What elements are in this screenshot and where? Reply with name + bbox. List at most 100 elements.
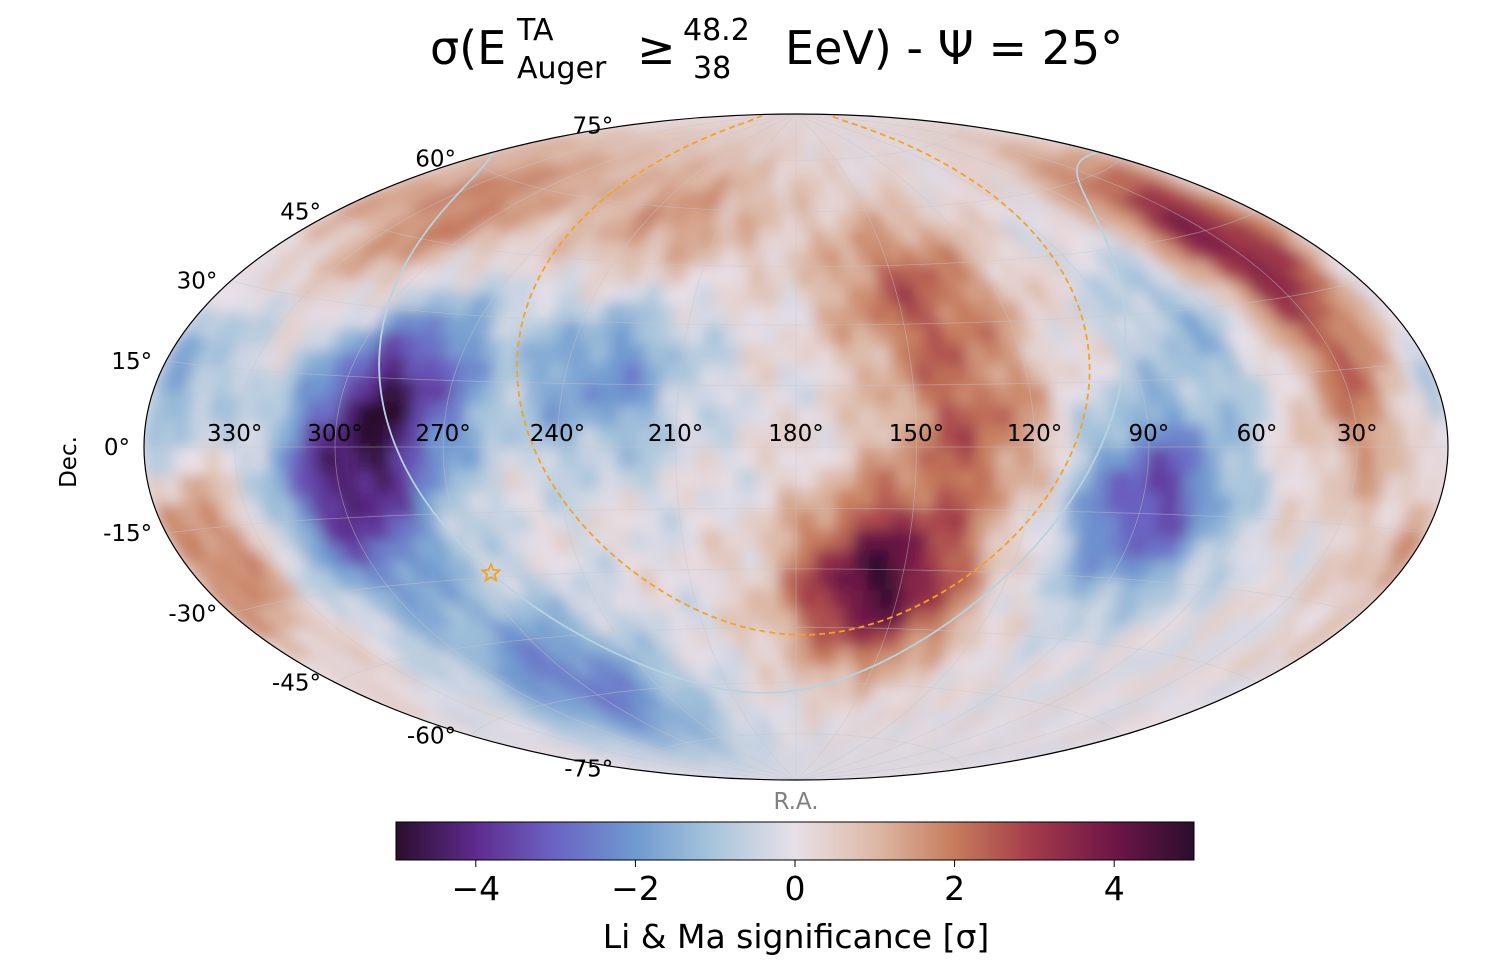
- dec-tick-label: -60°: [407, 723, 456, 749]
- heatmap-cell: [759, 568, 780, 590]
- ra-tick-label: 300°: [307, 421, 362, 447]
- heatmap-cell: [795, 699, 807, 718]
- ra-tick-label: 180°: [768, 421, 823, 447]
- heatmap-cell: [778, 285, 797, 306]
- heatmap-cell: [812, 304, 833, 326]
- heatmap-cell: [808, 645, 826, 666]
- heatmap-cell: [1201, 423, 1223, 448]
- heatmap-cell: [931, 383, 955, 407]
- colorbar-tick-label: 2: [944, 869, 965, 908]
- heatmap-cell: [795, 548, 816, 570]
- heatmap-cell: [831, 548, 853, 570]
- heatmap-cell: [775, 487, 797, 510]
- heatmap-cell: [1109, 446, 1131, 470]
- heatmap-cell: [795, 247, 813, 268]
- dec-tick-label: 60°: [415, 147, 456, 173]
- heatmap-cell: [737, 344, 760, 366]
- heatmap-cell: [1254, 446, 1275, 472]
- heatmap-cell: [874, 466, 897, 489]
- ra-tick-label: 330°: [207, 421, 262, 447]
- heatmap-cell: [735, 467, 757, 489]
- heatmap-cell: [782, 210, 797, 231]
- dec-axis-label: Dec.: [56, 436, 82, 488]
- heatmap-cell: [557, 467, 581, 491]
- colorbar: −4 −2 0 2 4 Li & Ma significance [σ]: [395, 821, 1195, 956]
- heatmap-cell: [776, 344, 797, 366]
- heatmap-cell: [951, 488, 975, 511]
- heatmap-cell: [615, 467, 639, 490]
- colorbar-bar: [395, 821, 1195, 861]
- heatmap-cell: [835, 425, 857, 448]
- heatmap-cell: [250, 446, 270, 474]
- heatmap-cell: [814, 344, 836, 366]
- overlays: [378, 114, 1127, 694]
- heatmap-cell: [615, 425, 637, 448]
- ra-gridline: [795, 114, 1150, 780]
- heatmap-cell: [694, 446, 717, 469]
- heatmap-cell: [655, 446, 677, 469]
- heatmap-cell: [595, 446, 618, 469]
- heatmap-cell: [907, 343, 931, 366]
- ra-tick-label: 60°: [1237, 421, 1278, 447]
- heatmap-cell: [720, 548, 743, 570]
- heatmap-cell: [795, 266, 814, 287]
- heatmap-cell: [851, 344, 874, 366]
- title-superscript: TA: [516, 13, 554, 48]
- heatmap-cell: [934, 467, 957, 490]
- dec-tick-label: 15°: [111, 349, 152, 375]
- heatmap-cell: [715, 384, 738, 407]
- heatmap-cell: [1401, 418, 1420, 448]
- heatmap-cell: [970, 488, 994, 511]
- heatmap-cell: [847, 568, 869, 590]
- heatmap-cell: [462, 468, 486, 492]
- heatmap-cell: [715, 405, 738, 427]
- heatmap-cell: [855, 425, 878, 448]
- heatmap-cell: [812, 568, 833, 590]
- heatmap-cell: [907, 528, 931, 551]
- heatmap-cell: [234, 446, 254, 474]
- ra-gridline: [795, 114, 917, 780]
- heatmap-cell: [829, 568, 851, 590]
- heatmap-cell: [795, 384, 817, 407]
- heatmap-cell: [423, 446, 445, 471]
- heatmap-cell: [369, 423, 391, 448]
- ra-gridline: [442, 114, 797, 780]
- heatmap-cell: [777, 568, 797, 590]
- heatmap-cell: [1109, 424, 1131, 448]
- heatmap-cell: [1088, 468, 1112, 492]
- heatmap-cell: [720, 324, 743, 346]
- heatmap-cell: [955, 446, 977, 469]
- heatmap-cell: [795, 176, 807, 195]
- heatmap-cell: [218, 446, 238, 474]
- heatmap-cell: [1305, 421, 1326, 448]
- heatmap-cell: [778, 266, 797, 287]
- heatmap-cell: [795, 663, 810, 684]
- heatmap-cell: [891, 363, 914, 386]
- heatmap-cell: [910, 508, 934, 531]
- heatmap-cell: [615, 404, 639, 427]
- ra-gridline: [675, 114, 797, 780]
- heatmap-cell: [915, 446, 937, 469]
- heatmap-cell: [844, 588, 866, 610]
- heatmap-cell: [405, 446, 427, 471]
- heatmap-cell: [266, 446, 287, 473]
- heatmap-cell: [795, 344, 816, 366]
- heatmap-cell: [1289, 421, 1309, 448]
- heatmap-cell: [714, 446, 737, 469]
- heatmap-cell: [187, 419, 207, 448]
- heatmap-cell: [697, 364, 720, 386]
- heatmap-cell: [756, 364, 778, 387]
- heatmap-cell: [994, 446, 1016, 469]
- heatmap-cell: [809, 247, 828, 268]
- heatmap-cell: [695, 466, 718, 489]
- heatmap-cell: [172, 418, 191, 448]
- heatmap-cell: [872, 364, 895, 386]
- heatmap-cell: [758, 548, 779, 570]
- heatmap-cell: [776, 548, 797, 570]
- heatmap-cell: [854, 384, 877, 407]
- heatmap-cell: [1370, 446, 1390, 475]
- dec-tick-label: 30°: [177, 269, 218, 295]
- heatmap-cell: [775, 384, 797, 407]
- heatmap-cell: [811, 285, 832, 307]
